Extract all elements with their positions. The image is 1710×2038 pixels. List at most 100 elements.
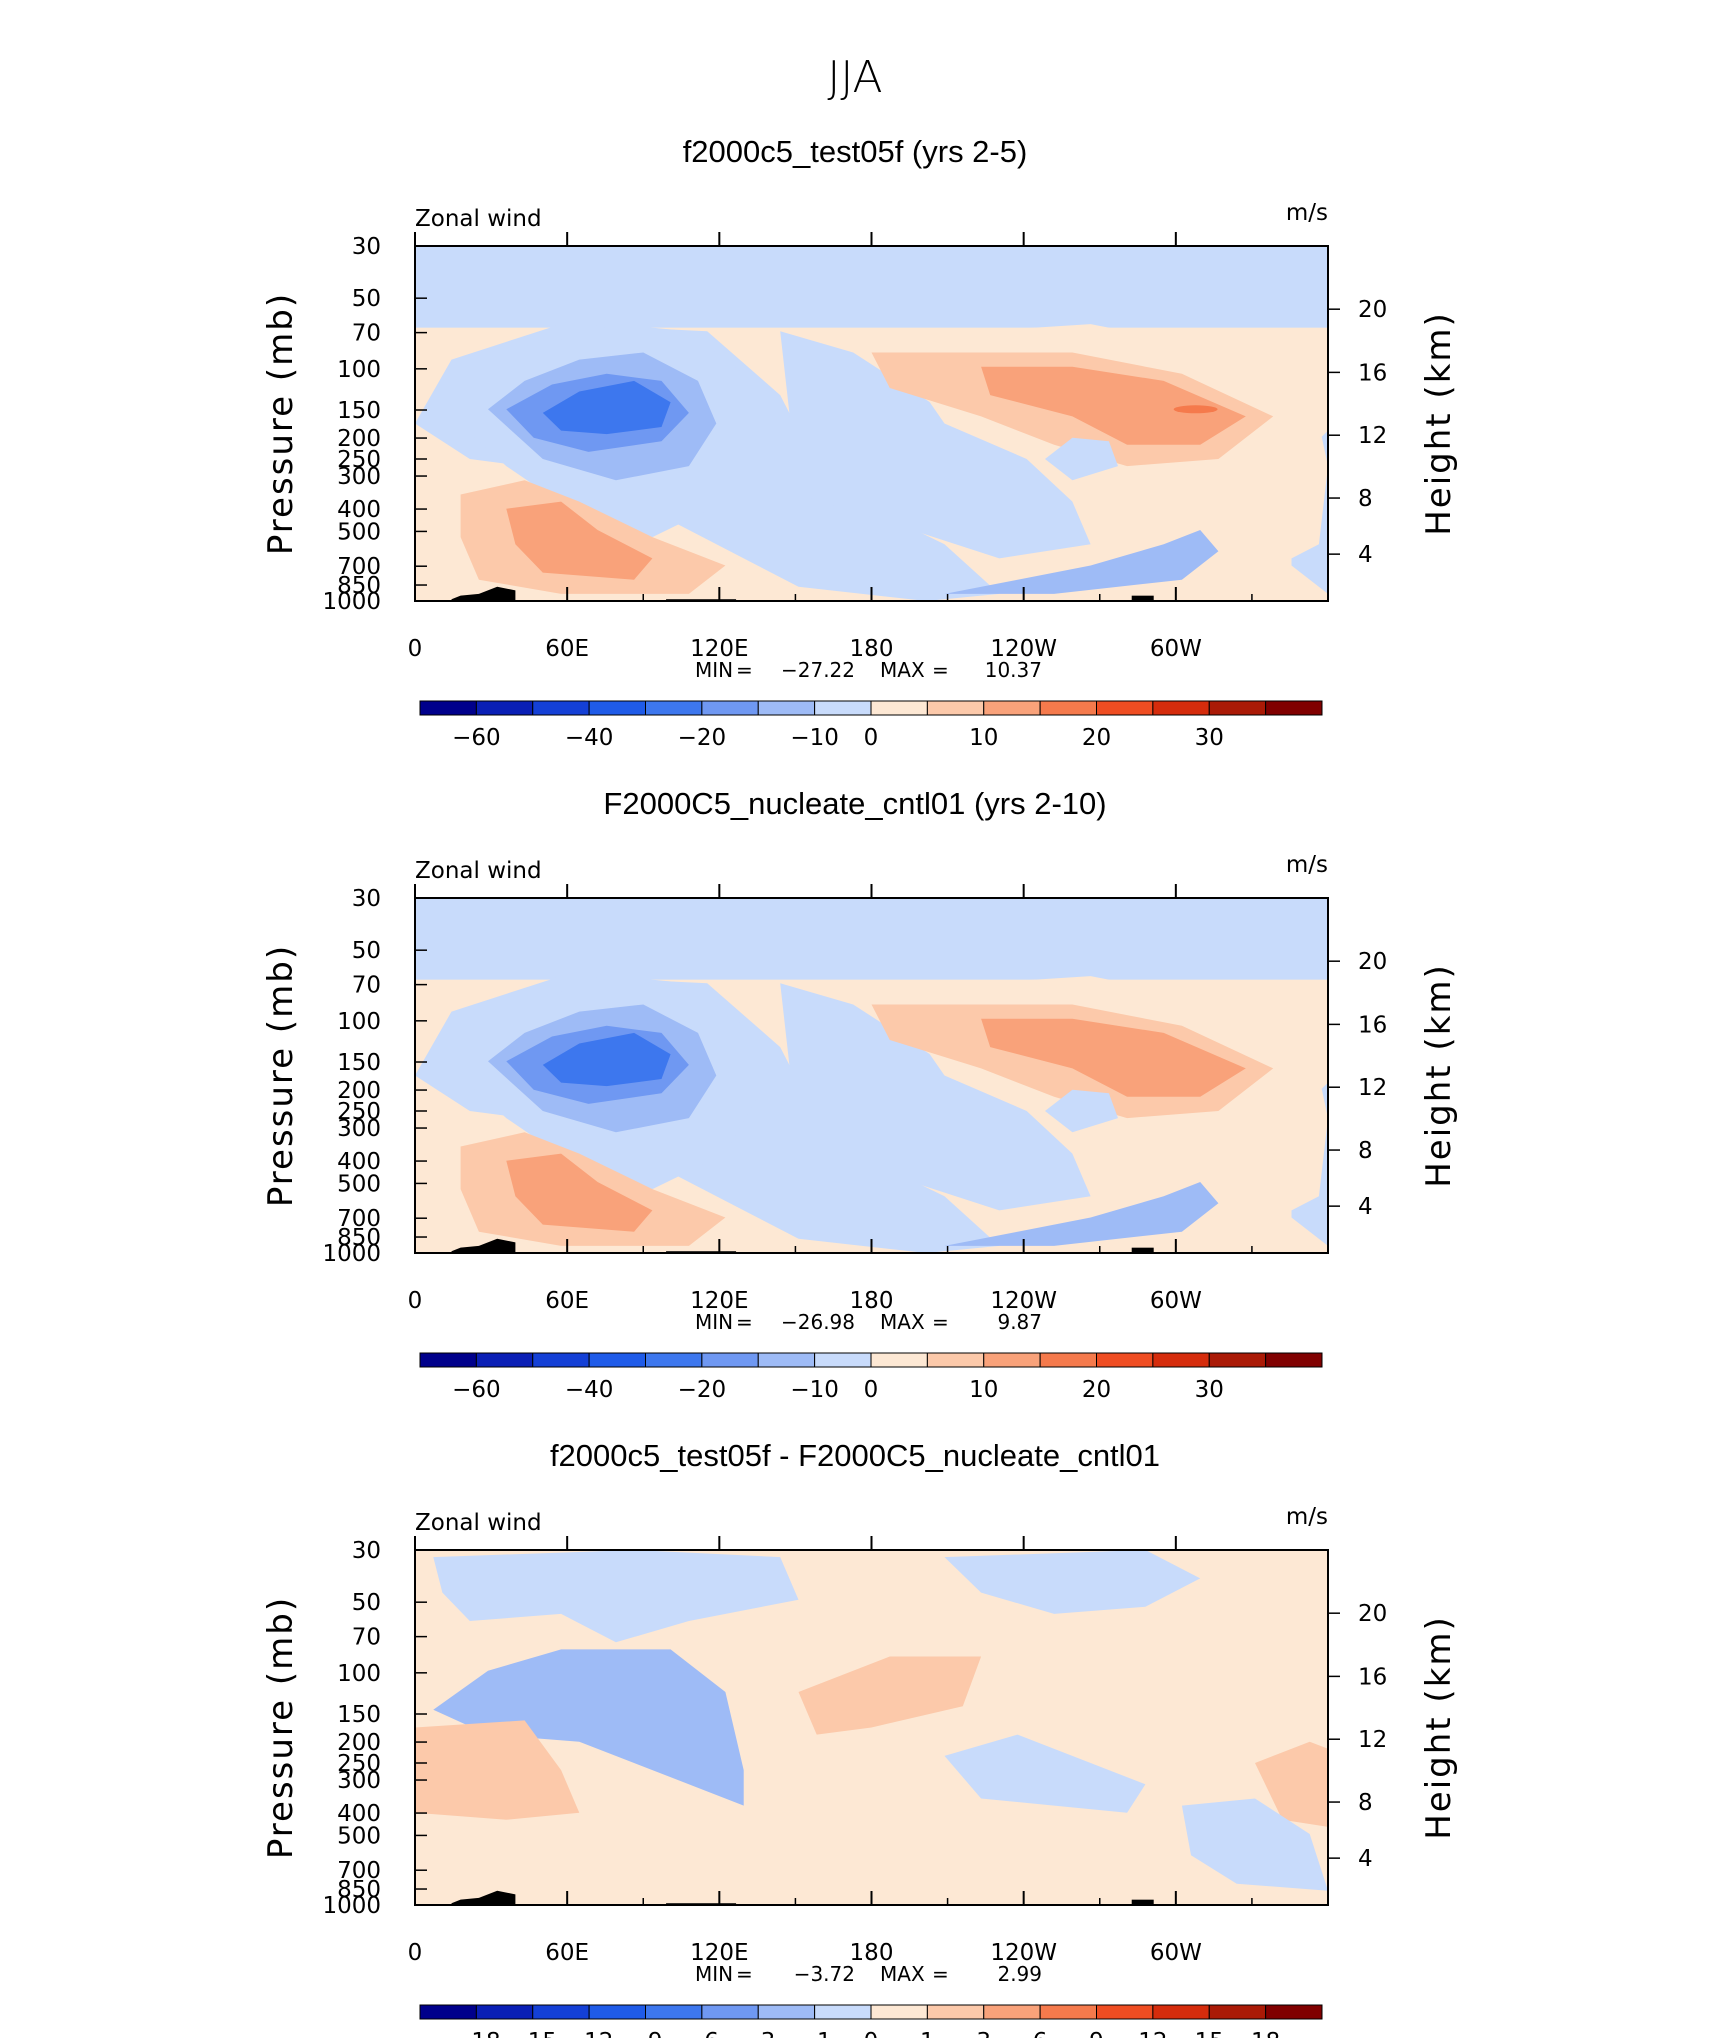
colorbar-box	[1039, 2004, 1097, 2020]
y-tick-label: 1000	[322, 1241, 381, 1267]
min-label: MIN	[695, 658, 733, 682]
contour-region-9	[506, 501, 653, 580]
colorbar-tick-label: 0	[864, 1377, 879, 1403]
colorbar-box	[532, 2004, 590, 2020]
colorbar-box	[757, 2004, 816, 2020]
x-tick-label: 180	[850, 1288, 894, 1314]
colorbar-box	[701, 700, 759, 716]
y-tick-label: 200	[337, 1730, 381, 1756]
panel-2: F2000C5_nucleate_cntl01 (yrs 2-10) Zonal …	[261, 786, 1459, 1403]
y-tick-label: 200	[337, 426, 381, 452]
colorbar-box	[1096, 700, 1154, 716]
colorbar-tick-label: 12	[1138, 2029, 1167, 2038]
y-tick-label: 100	[337, 1009, 381, 1035]
colorbar: −18 −15 −12 −9 −6 −3 −1 0 1 3 6 9 12 15 18	[419, 2004, 1323, 2038]
colorbar-box	[1265, 1352, 1323, 1368]
units-label: m/s	[1286, 200, 1328, 226]
colorbar-tick-label: −20	[678, 725, 727, 751]
max-value: 9.87	[997, 1310, 1042, 1334]
y-right-axis-label: Height (km)	[1419, 311, 1459, 536]
topography	[451, 1890, 516, 1905]
colorbar-box	[1096, 1352, 1154, 1368]
topography-andes	[1131, 595, 1154, 601]
y-right-tick-label: 4	[1358, 1194, 1373, 1220]
colorbar-box	[983, 700, 1041, 716]
max-equals: =	[932, 1310, 949, 1334]
colorbar-tick-label: 15	[1195, 2029, 1224, 2038]
field-label: Zonal wind	[415, 1510, 542, 1536]
field-label: Zonal wind	[415, 206, 542, 232]
max-equals: =	[932, 1962, 949, 1986]
colorbar-tick-label: −10	[790, 1377, 839, 1403]
y-tick-label: 500	[337, 519, 381, 545]
colorbar-tick-label: 18	[1251, 2029, 1280, 2038]
colorbar-tick-label: 0	[864, 2029, 879, 2038]
panel-title: F2000C5_nucleate_cntl01 (yrs 2-10)	[603, 786, 1106, 821]
field-label: Zonal wind	[415, 858, 542, 884]
colorbar-box	[814, 2004, 872, 2020]
y-right-tick-label: 8	[1358, 486, 1373, 512]
colorbar-box	[419, 1352, 477, 1368]
x-tick-label: 180	[850, 636, 894, 662]
colorbar-box	[870, 2004, 928, 2020]
colorbar: −60 −40 −20 −10 0 10 20 30	[419, 700, 1323, 751]
y-tick-label: 30	[352, 886, 381, 912]
colorbar-tick-label: 30	[1195, 1377, 1224, 1403]
x-tick-label: 120E	[690, 1288, 748, 1314]
y-right-tick-label: 12	[1358, 423, 1387, 449]
y-tick-label: 250	[337, 1099, 381, 1125]
colorbar-tick-label: −9	[629, 2029, 663, 2038]
colorbar-box	[701, 2004, 759, 2020]
colorbar-tick-label: 9	[1089, 2029, 1104, 2038]
units-label: m/s	[1286, 1504, 1328, 1530]
x-tick-label: 120E	[690, 1940, 748, 1966]
contour-region-7	[798, 1656, 982, 1735]
colorbar-box	[1039, 700, 1097, 716]
colorbar-box	[1265, 700, 1323, 716]
y-tick-label: 250	[337, 447, 381, 473]
y-right-axis-label: Height (km)	[1419, 963, 1459, 1188]
colorbar-box	[983, 2004, 1041, 2020]
colorbar-box	[475, 2004, 534, 2020]
panel-3: f2000c5_test05f - F2000C5_nucleate_cntl0…	[261, 1438, 1459, 2038]
colorbar-tick-label: 20	[1082, 1377, 1111, 1403]
y-tick-label: 50	[352, 1590, 381, 1616]
y-tick-label: 250	[337, 1751, 381, 1777]
y-right-tick-label: 20	[1358, 1601, 1387, 1627]
topography	[451, 586, 516, 601]
min-equals: =	[736, 658, 753, 682]
colorbar-tick-label: −15	[508, 2029, 557, 2038]
colorbar-box	[645, 2004, 703, 2020]
contour-region-4	[542, 1032, 671, 1087]
y-tick-label: 50	[352, 286, 381, 312]
colorbar-box	[926, 2004, 985, 2020]
contour-region-9	[1181, 1798, 1328, 1891]
tropical-easterly	[780, 983, 1091, 1211]
y-axis-label: Pressure (mb)	[261, 1596, 301, 1859]
y-tick-label: 500	[337, 1823, 381, 1849]
y-tick-label: 300	[337, 1768, 381, 1794]
y-tick-label: 30	[352, 1538, 381, 1564]
colorbar-box	[475, 1352, 534, 1368]
colorbar-box	[1265, 2004, 1323, 2020]
min-equals: =	[736, 1962, 753, 1986]
colorbar-box	[926, 700, 985, 716]
main-title: JJA	[827, 52, 882, 103]
y-tick-label: 700	[337, 1858, 381, 1884]
y-tick-label: 400	[337, 1149, 381, 1175]
y-tick-label: 150	[337, 1702, 381, 1728]
panel-title: f2000c5_test05f - F2000C5_nucleate_cntl0…	[550, 1438, 1160, 1473]
colorbar-tick-label: −18	[452, 2029, 501, 2038]
max-label: MAX	[880, 658, 925, 682]
y-tick-label: 1000	[322, 1893, 381, 1919]
x-tick-label: 120E	[690, 636, 748, 662]
x-tick-label: 0	[408, 1288, 423, 1314]
y-tick-label: 850	[337, 573, 381, 599]
colorbar-box	[1039, 1352, 1097, 1368]
colorbar-box	[757, 700, 816, 716]
y-right-tick-label: 16	[1358, 1012, 1387, 1038]
contour-region-4	[433, 1649, 744, 1806]
y-tick-label: 500	[337, 1171, 381, 1197]
topography-andes	[1131, 1247, 1154, 1253]
colorbar-box	[926, 1352, 985, 1368]
